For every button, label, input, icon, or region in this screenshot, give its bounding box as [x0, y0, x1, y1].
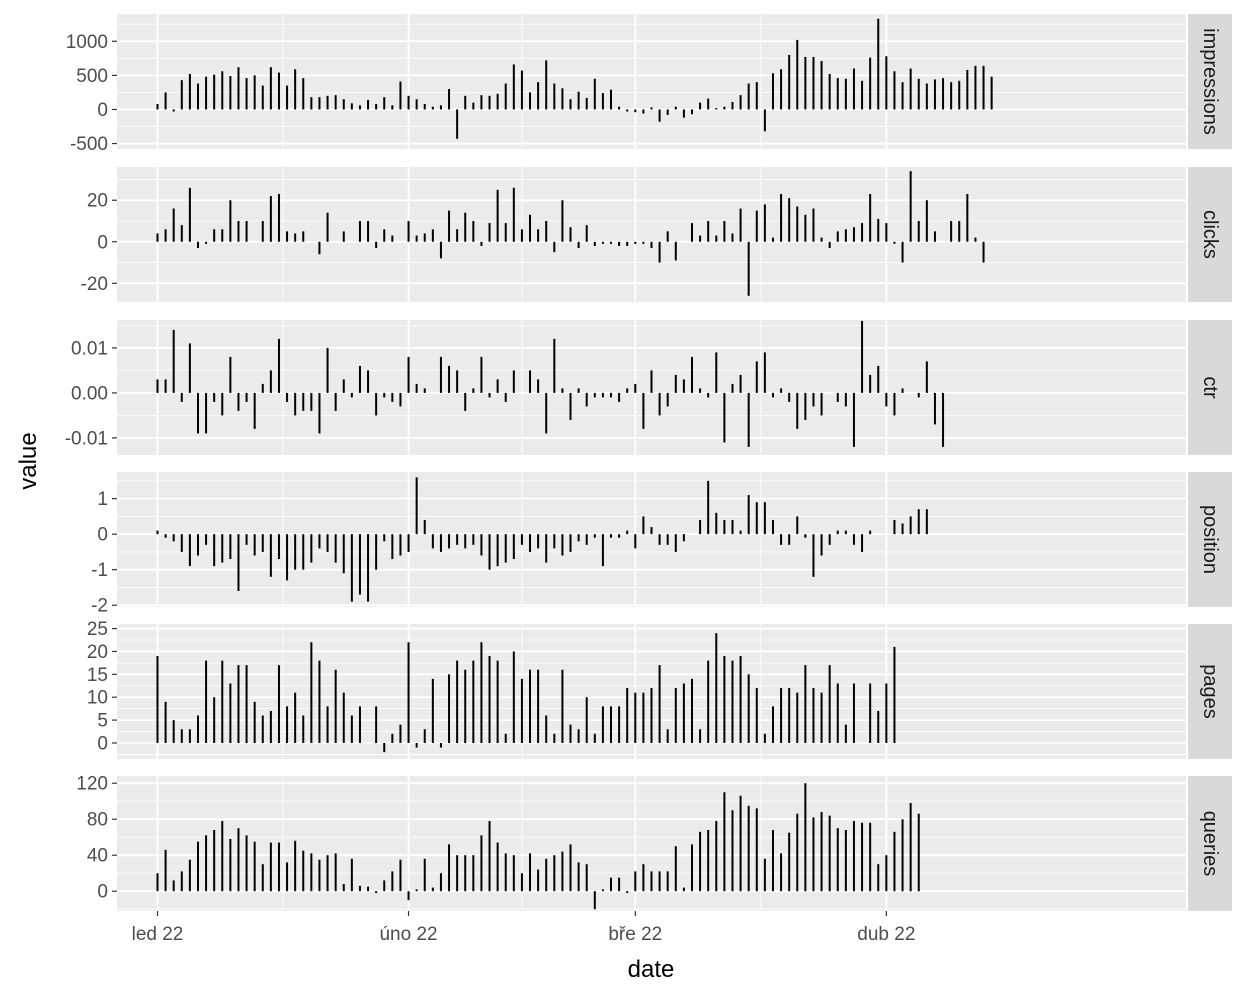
x-tick-label: úno 22: [379, 924, 437, 945]
y-tick-label: 40: [87, 846, 108, 867]
y-tick-label: -0.01: [65, 428, 108, 449]
y-tick-label: 0: [97, 733, 108, 754]
y-tick-label: -1: [91, 560, 108, 581]
y-tick-label: 5: [97, 711, 108, 732]
facet-strip: [1188, 14, 1232, 149]
y-tick-label: 15: [87, 665, 108, 686]
panel-position: 1 0 -1 -2 position: [91, 472, 1232, 617]
y-tick-label: 500: [76, 66, 108, 87]
y-tick-label: 1000: [66, 32, 108, 53]
y-tick-label: -2: [91, 596, 108, 617]
y-tick-label: 0: [97, 100, 108, 121]
facet-label-ctr: ctr: [1199, 376, 1221, 399]
facet-label-clicks: clicks: [1199, 210, 1221, 259]
facet-strip: [1188, 167, 1232, 302]
y-tick-label: 20: [87, 191, 108, 212]
y-tick-label: 120: [76, 774, 108, 795]
y-tick-label: -500: [70, 134, 108, 155]
x-axis: led 22 úno 22 bře 22 dub 22: [132, 911, 915, 945]
facet-strip: [1188, 320, 1232, 455]
y-tick-label: 0.00: [71, 383, 108, 404]
facet-panels: 10005000-500impressions200-20clicks0.010…: [65, 14, 1232, 911]
y-tick-label: 0: [97, 882, 108, 903]
y-tick-label: 80: [87, 810, 108, 831]
x-tick-label: led 22: [132, 924, 184, 945]
y-tick-label: 0: [97, 232, 108, 253]
y-tick-label: 0.01: [71, 338, 108, 359]
facet-label-pages: pages: [1199, 664, 1221, 719]
facet-strip: [1188, 472, 1232, 607]
y-tick-label: 0: [97, 525, 108, 546]
facet-label-queries: queries: [1199, 811, 1221, 877]
facet-label-impressions: impressions: [1199, 28, 1221, 135]
panel-background: [117, 472, 1186, 607]
y-tick-label: 20: [87, 642, 108, 663]
y-tick-label: 1: [97, 489, 108, 510]
y-axis-title: value: [15, 432, 42, 489]
y-tick-label: 10: [87, 688, 108, 709]
panel-background: [117, 167, 1186, 302]
panel-clicks: 20 0 -20 clicks: [81, 167, 1232, 302]
facet-label-position: position: [1199, 505, 1221, 574]
panel-ctr: 0.01 0.00 -0.01 ctr: [65, 320, 1232, 455]
panel-queries: 120 80 40 0 queries: [76, 774, 1232, 911]
panel-impressions: 1000 500 0 -500 impressions: [66, 14, 1232, 155]
x-axis-title: date: [628, 956, 675, 983]
x-tick-label: bře 22: [608, 924, 662, 945]
panel-background: [117, 14, 1186, 149]
facet-strip: [1188, 624, 1232, 759]
y-tick-label: -20: [81, 274, 108, 295]
y-tick-label: 25: [87, 619, 108, 640]
facet-strip: [1188, 776, 1232, 911]
x-tick-label: dub 22: [857, 924, 915, 945]
